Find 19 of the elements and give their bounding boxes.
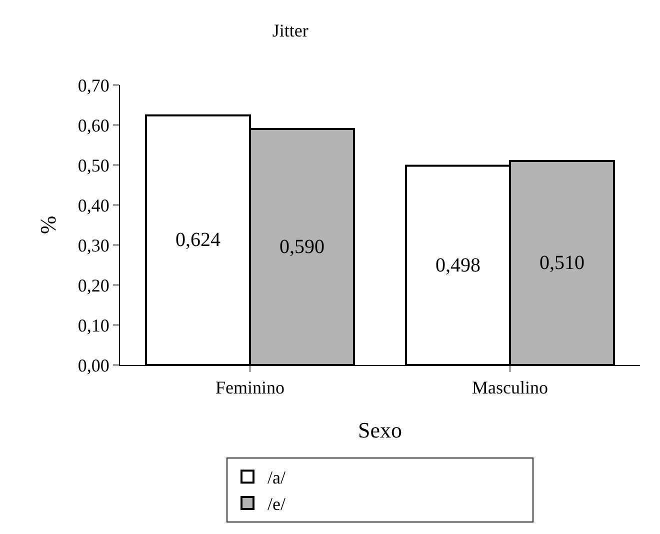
y-tick-label: 0,40: [78, 195, 110, 216]
y-axis-title: %: [36, 216, 61, 234]
y-tick-label: 0,30: [78, 235, 110, 256]
y-tick-label: 0,10: [78, 315, 110, 336]
data-label: 0,590: [280, 236, 324, 258]
legend-label: /a/: [268, 468, 286, 488]
data-label: 0,624: [176, 229, 220, 252]
x-axis-title: Sexo: [358, 418, 402, 442]
x-tick-label: Masculino: [472, 378, 548, 398]
y-tick-label: 0,70: [78, 75, 110, 96]
y-tick-label: 0,00: [78, 355, 110, 376]
y-tick-label: 0,20: [78, 275, 110, 296]
x-tick-label: Feminino: [215, 378, 285, 398]
y-tick-label: 0,50: [78, 155, 110, 176]
data-label: 0,510: [540, 252, 584, 274]
legend-label: /e/: [268, 494, 286, 514]
data-label: 0,498: [436, 254, 480, 276]
chart-title: Jitter: [272, 20, 308, 41]
y-tick-label: 0,60: [78, 115, 110, 136]
